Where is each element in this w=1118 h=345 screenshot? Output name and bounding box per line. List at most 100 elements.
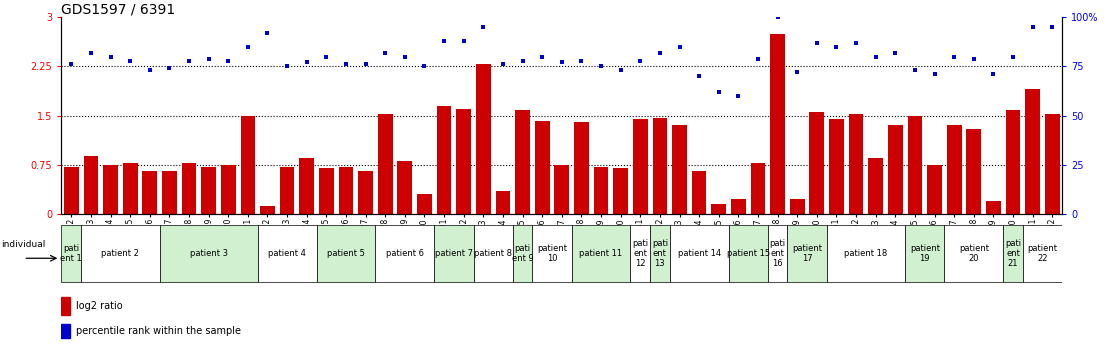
Point — [945, 54, 963, 59]
Point — [161, 66, 179, 71]
FancyBboxPatch shape — [316, 225, 376, 282]
Bar — [986, 201, 1001, 214]
Point — [455, 38, 473, 43]
Bar — [927, 165, 942, 214]
Bar — [142, 171, 158, 214]
Bar — [653, 118, 667, 214]
Text: patient 2: patient 2 — [102, 249, 140, 258]
Point — [985, 71, 1003, 77]
Point — [435, 38, 453, 43]
Point — [710, 89, 728, 95]
Text: patient 14: patient 14 — [678, 249, 721, 258]
Bar — [456, 109, 471, 214]
Text: patient 5: patient 5 — [328, 249, 364, 258]
Bar — [378, 114, 392, 214]
Bar — [476, 65, 491, 214]
Text: pati
ent
21: pati ent 21 — [1005, 239, 1021, 268]
Point — [887, 50, 904, 56]
Point — [572, 58, 590, 63]
Point — [593, 63, 610, 69]
Bar — [181, 163, 197, 214]
Bar — [574, 122, 589, 214]
Point — [121, 58, 139, 63]
Text: patient
10: patient 10 — [537, 244, 567, 263]
Bar — [770, 34, 785, 214]
Text: patient 18: patient 18 — [844, 249, 888, 258]
Text: patient
22: patient 22 — [1027, 244, 1058, 263]
Text: GDS1597 / 6391: GDS1597 / 6391 — [61, 2, 176, 16]
Text: percentile rank within the sample: percentile rank within the sample — [76, 326, 240, 336]
Point — [318, 54, 335, 59]
FancyBboxPatch shape — [434, 225, 474, 282]
FancyBboxPatch shape — [945, 225, 1003, 282]
Point — [141, 68, 159, 73]
Point — [297, 60, 315, 65]
Bar — [966, 129, 982, 214]
Point — [965, 56, 983, 61]
Text: pati
ent
12: pati ent 12 — [632, 239, 648, 268]
FancyBboxPatch shape — [513, 225, 532, 282]
Point — [219, 58, 237, 63]
Bar — [300, 158, 314, 214]
Point — [749, 56, 767, 61]
Point — [926, 71, 944, 77]
Bar — [339, 167, 353, 214]
Bar — [534, 121, 550, 214]
Bar — [61, 324, 69, 338]
Bar — [809, 112, 824, 214]
Text: patient 15: patient 15 — [727, 249, 770, 258]
Point — [552, 60, 570, 65]
FancyBboxPatch shape — [768, 225, 787, 282]
Bar — [495, 191, 510, 214]
Point — [533, 54, 551, 59]
Point — [866, 54, 884, 59]
FancyBboxPatch shape — [474, 225, 513, 282]
Point — [494, 62, 512, 67]
Bar — [594, 167, 608, 214]
Bar — [398, 161, 413, 214]
FancyBboxPatch shape — [729, 225, 768, 282]
Bar — [555, 165, 569, 214]
Bar — [908, 116, 922, 214]
Point — [278, 63, 296, 69]
Bar — [358, 171, 373, 214]
Text: log2 ratio: log2 ratio — [76, 301, 123, 311]
Bar — [1045, 114, 1060, 214]
Bar — [731, 199, 746, 214]
Bar — [947, 125, 961, 214]
Point — [474, 24, 492, 30]
Bar — [123, 163, 138, 214]
Point — [906, 68, 923, 73]
Point — [258, 30, 276, 36]
Bar — [888, 125, 902, 214]
Point — [82, 50, 100, 56]
Bar — [61, 297, 69, 315]
FancyBboxPatch shape — [571, 225, 631, 282]
FancyBboxPatch shape — [670, 225, 729, 282]
FancyBboxPatch shape — [376, 225, 434, 282]
FancyBboxPatch shape — [1003, 225, 1023, 282]
FancyBboxPatch shape — [61, 225, 82, 282]
Bar — [437, 106, 452, 214]
Bar — [260, 206, 275, 214]
Point — [1024, 24, 1042, 30]
Text: pati
ent
16: pati ent 16 — [769, 239, 786, 268]
Text: pati
ent 1: pati ent 1 — [60, 244, 83, 263]
FancyBboxPatch shape — [787, 225, 826, 282]
Text: patient
20: patient 20 — [959, 244, 988, 263]
Text: patient 3: patient 3 — [190, 249, 228, 258]
Bar — [515, 110, 530, 214]
FancyBboxPatch shape — [532, 225, 571, 282]
Text: patient 6: patient 6 — [386, 249, 424, 258]
Bar — [84, 156, 98, 214]
Bar — [103, 165, 117, 214]
Text: pati
ent 9: pati ent 9 — [512, 244, 533, 263]
Text: patient 7: patient 7 — [435, 249, 473, 258]
Bar — [633, 119, 647, 214]
Bar — [830, 119, 844, 214]
Text: patient 8: patient 8 — [474, 249, 512, 258]
FancyBboxPatch shape — [650, 225, 670, 282]
Text: patient 11: patient 11 — [579, 249, 623, 258]
Bar — [240, 116, 255, 214]
Bar — [319, 168, 333, 214]
